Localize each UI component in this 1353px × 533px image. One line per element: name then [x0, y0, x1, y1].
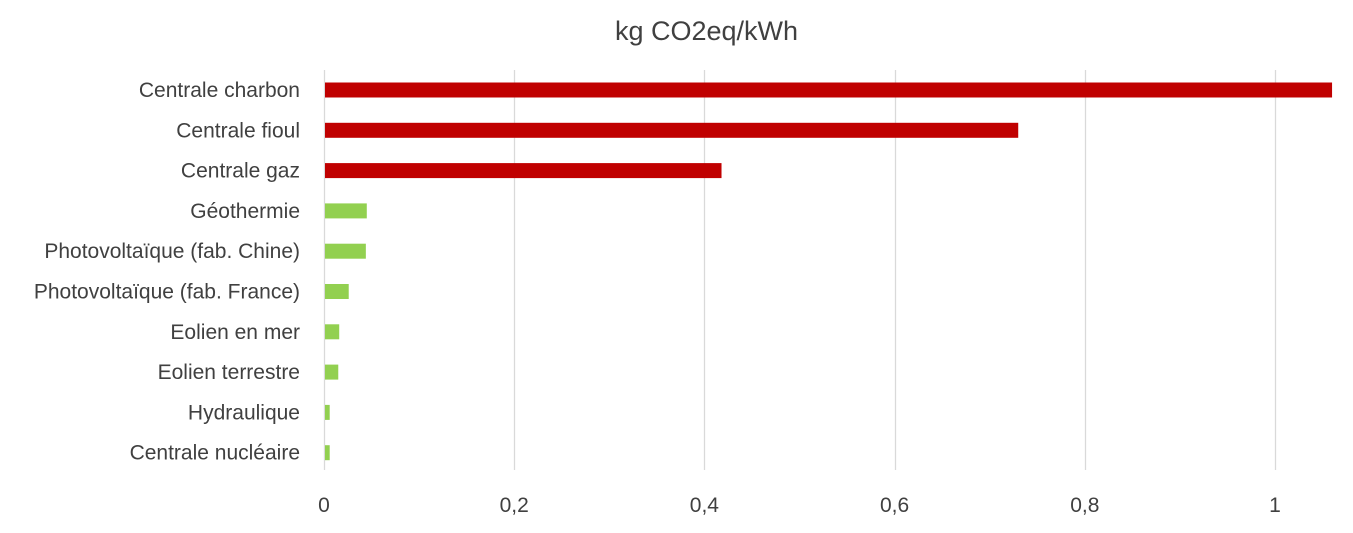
bar	[325, 82, 1333, 98]
category-label: Géothermie	[190, 200, 300, 223]
bar	[325, 122, 1019, 138]
bar	[325, 404, 330, 420]
bar	[325, 364, 339, 380]
category-label: Centrale fioul	[176, 119, 300, 142]
bar	[325, 324, 340, 340]
x-tick-label: 0,6	[880, 494, 909, 517]
category-label: Centrale charbon	[139, 79, 300, 102]
category-label: Eolien en mer	[170, 321, 300, 344]
category-label: Photovoltaïque (fab. France)	[34, 281, 300, 304]
bar	[325, 445, 330, 461]
bar	[325, 284, 349, 299]
category-label: Eolien terrestre	[158, 361, 300, 384]
category-label: Centrale nucléaire	[130, 442, 300, 465]
bar	[325, 163, 722, 179]
x-tick-label: 0,4	[690, 494, 720, 517]
category-label: Centrale gaz	[181, 160, 300, 183]
x-tick-label: 0,8	[1070, 494, 1099, 517]
x-tick-label: 0	[318, 494, 330, 517]
x-tick-label: 0,2	[500, 494, 529, 517]
category-label: Photovoltaïque (fab. Chine)	[44, 240, 300, 263]
category-label: Hydraulique	[188, 401, 300, 424]
x-tick-label: 1	[1269, 494, 1281, 517]
bar	[325, 243, 366, 259]
bar	[325, 203, 367, 219]
chart-title: kg CO2eq/kWh	[614, 16, 799, 46]
